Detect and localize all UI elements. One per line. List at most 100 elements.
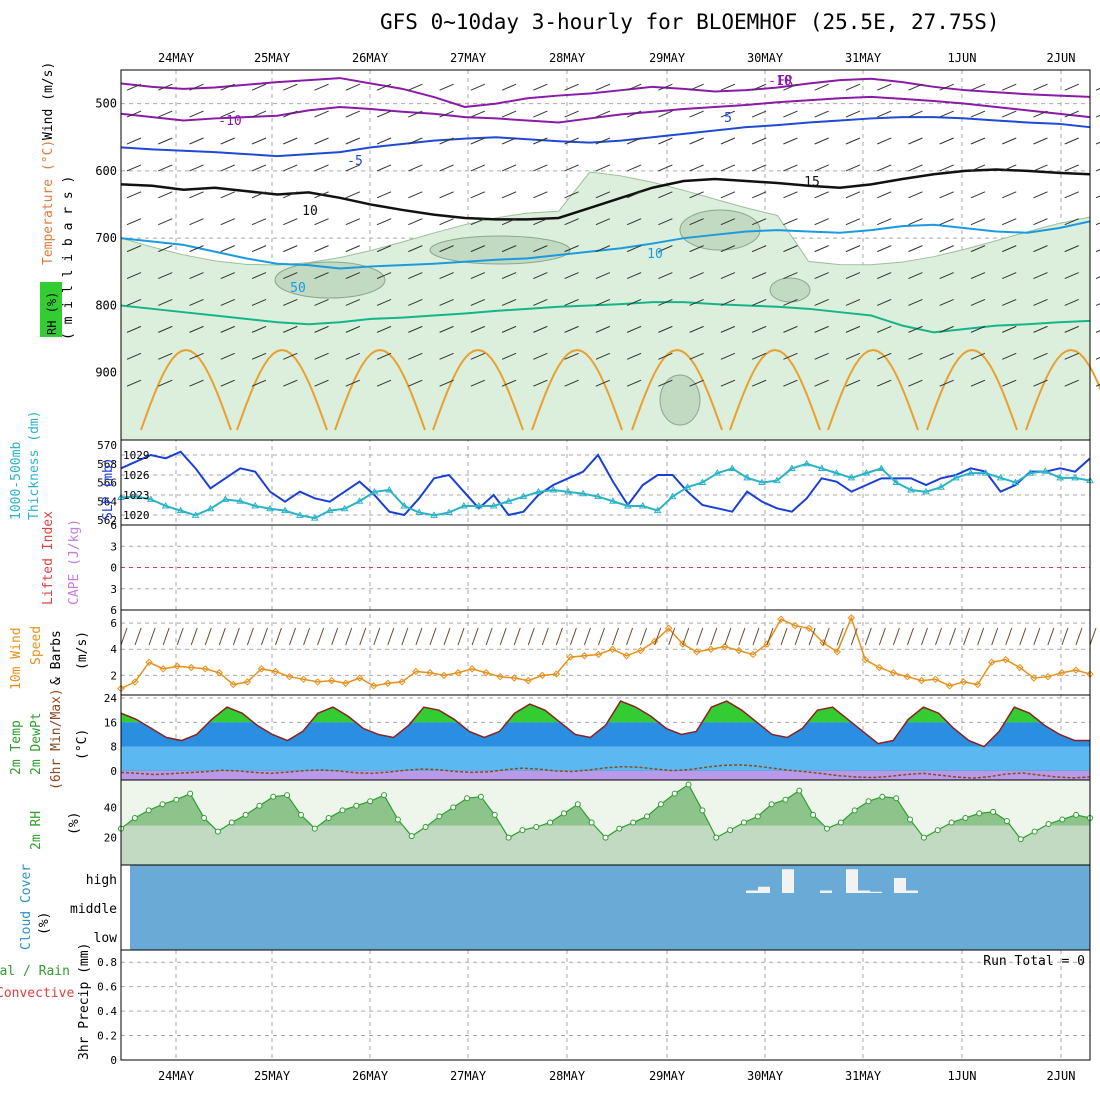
wind-barb [501,352,517,360]
wind-barb [1033,110,1048,118]
dewpoint-line [120,764,1091,779]
wind-barb [1064,83,1079,91]
wind-barb [720,352,736,360]
wind-barb [970,83,986,91]
wind-barb [158,325,173,333]
axis-label-rh2m-pct: (%) [67,812,82,835]
wind-barb [564,379,579,387]
wind-barb [751,379,767,387]
wind-barb [876,83,892,91]
thickness-point [281,506,289,514]
rh-point [519,827,526,834]
isotherm-line [120,168,1091,221]
thickness-point [609,497,617,504]
wind-barb [470,379,486,387]
temp-band [121,746,1090,771]
wind-barb [158,298,173,306]
wind-tick: 4 [110,643,117,656]
precip-tick: 0.2 [97,1030,117,1043]
wind-barb [751,137,767,145]
rh-point [394,816,401,823]
wind-barb [689,110,704,118]
wind-barb [126,379,142,387]
rh-point [173,796,180,803]
wind-barb [314,83,329,91]
wind-barb [126,83,142,91]
wind-barb [376,164,392,172]
wind-barb [814,164,829,172]
wind-barb [689,272,704,280]
wind-barb [439,137,454,145]
wind-barb [501,325,517,333]
wind-barb [158,379,173,387]
thickness-point [951,473,960,481]
thickness-point [966,469,975,476]
isotherm-line [120,301,1091,334]
wind-barb [658,379,673,387]
wind-barb-10m [429,627,437,646]
wind-barb [470,191,486,199]
wind-barb-10m [850,627,858,646]
wind-barb-10m [892,627,900,646]
thickness-point [415,508,424,515]
wind-barb [595,191,611,199]
rh-point [284,792,291,799]
wind-barb [845,325,861,333]
thickness-point [743,473,752,481]
wind-speed-point [777,615,785,623]
thickness-point [922,487,930,495]
temp-line [120,700,1090,748]
wind-barb [314,191,329,199]
wind-barb [595,137,611,145]
thickness-point [504,497,513,504]
cloud-tick: high [86,873,117,888]
wind-barb-10m [640,627,648,646]
thickness-point [758,478,766,485]
wind-barb [1002,110,1017,118]
wind-barb-10m [836,627,844,646]
wind-barb [220,137,235,145]
wind-speed-point [889,669,898,677]
wind-barb [1064,218,1079,226]
chart-title: GFS 0~10day 3-hourly for BLOEMHOF (25.5E… [380,10,1000,34]
wind-barb [1002,379,1017,387]
rh-point [657,801,664,808]
wind-barb [626,83,642,91]
axis-label-cloud-pct: (%) [37,912,52,935]
wind-barb [251,352,267,360]
wind-barb [283,191,298,199]
rh-point [934,827,941,834]
wind-speed-point [1016,663,1024,672]
wind-barb [970,325,986,333]
wind-barb [126,110,142,118]
wind-barb [595,110,611,118]
wind-barb [314,298,329,306]
wind-barb [658,110,673,118]
wind-barb [533,298,548,306]
isotherm-15-wave [631,348,723,431]
thickness-point [355,497,364,504]
wind-barb [908,191,923,199]
wind-barb [814,379,829,387]
wind-barb [1033,272,1048,280]
wind-speed-point [299,675,308,684]
wind-barb [626,272,642,280]
wind-barb [783,137,798,145]
wind-barb [908,298,923,306]
wind-barb [376,245,392,253]
wind-barb [501,298,517,306]
wind-barb [1033,137,1048,145]
wind-barb-10m [485,627,493,646]
wind-barb [408,272,423,280]
wind-barb [376,110,392,118]
rh-point [630,819,637,826]
wind-barb-10m [148,627,156,646]
wind-barb [658,83,673,91]
wind-barb-10m [373,627,381,646]
wind-barb [283,164,298,172]
wind-barb [689,379,704,387]
thickness-point [146,495,155,502]
wind-barb [251,272,267,280]
wind-barb [470,298,486,306]
wind-barb [595,218,611,226]
